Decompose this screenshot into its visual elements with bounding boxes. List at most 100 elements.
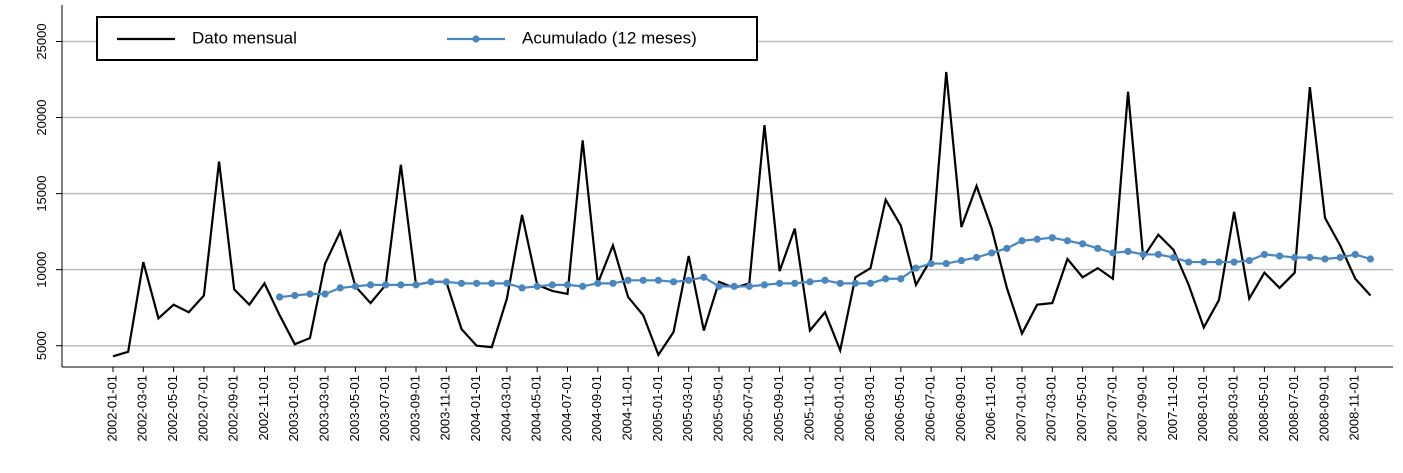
legend-label: Acumulado (12 meses) — [522, 28, 697, 47]
point — [1200, 258, 1208, 266]
x-tick-label: 2004-07-01 — [559, 375, 574, 442]
point — [594, 279, 602, 287]
x-tick-label: 2003-11-01 — [438, 375, 453, 441]
point — [760, 281, 769, 289]
series-line — [112, 71, 1372, 358]
point — [321, 290, 329, 298]
x-tick-label: 2008-11-01 — [1347, 375, 1362, 441]
x-tick-label: 2008-03-01 — [1226, 375, 1241, 442]
point — [927, 259, 935, 268]
point — [1185, 258, 1193, 266]
point — [912, 264, 920, 272]
point — [1169, 253, 1178, 262]
x-tick-label: 2006-07-01 — [923, 375, 938, 442]
legend: Dato mensual Acumulado (12 meses) — [96, 16, 758, 61]
point — [306, 290, 314, 298]
series-line — [279, 236, 1371, 299]
x-tick-label: 2004-11-01 — [620, 375, 635, 441]
x-tick-label: 2002-01-01 — [104, 375, 119, 442]
x-tick-label: 2007-11-01 — [1165, 375, 1180, 441]
point — [563, 281, 572, 289]
x-tick-label: 2004-01-01 — [468, 375, 483, 442]
point — [836, 279, 844, 287]
point — [1109, 249, 1117, 257]
x-tick-label: 2002-09-01 — [226, 375, 241, 442]
legend-box — [96, 16, 758, 61]
point — [518, 284, 526, 292]
point — [882, 275, 890, 283]
point — [1321, 255, 1329, 263]
point — [1033, 235, 1041, 243]
point — [624, 276, 632, 284]
point — [1079, 240, 1087, 248]
point — [1003, 244, 1011, 252]
point — [291, 291, 299, 300]
point — [1063, 237, 1072, 245]
x-tick-label: 2003-03-01 — [317, 375, 332, 442]
point — [457, 279, 466, 287]
point — [957, 256, 966, 265]
point — [972, 253, 981, 262]
point — [851, 279, 859, 287]
x-tick-label: 2002-11-01 — [256, 375, 271, 441]
point — [791, 279, 799, 287]
legend-marker — [472, 35, 480, 43]
point — [473, 279, 481, 287]
point — [776, 279, 784, 287]
x-tick-label: 2006-01-01 — [832, 375, 847, 442]
point — [700, 273, 708, 281]
point — [1306, 253, 1314, 262]
x-tick-label: 2004-05-01 — [529, 375, 544, 442]
x-tick-label: 2006-09-01 — [953, 375, 968, 442]
x-tick-label: 2008-05-01 — [1256, 375, 1271, 442]
x-tick-label: 2007-07-01 — [1104, 375, 1119, 442]
x-tick-label: 2003-09-01 — [407, 375, 422, 442]
y-tick-label: 20000 — [34, 99, 49, 135]
point — [1230, 258, 1238, 266]
point — [336, 284, 344, 292]
x-tick-label: 2002-03-01 — [135, 375, 150, 442]
y-tick-label: 5000 — [34, 331, 49, 360]
point — [669, 278, 678, 286]
point — [1018, 237, 1026, 245]
x-tick-label: 2006-05-01 — [892, 375, 907, 442]
y-tick-label: 15000 — [34, 176, 49, 212]
point — [866, 279, 875, 287]
x-tick-label: 2002-05-01 — [165, 375, 180, 442]
x-tick-label: 2006-11-01 — [983, 375, 998, 441]
point — [533, 282, 541, 290]
point — [488, 279, 496, 287]
x-tick-label: 2007-05-01 — [1074, 375, 1089, 442]
point — [609, 279, 617, 287]
point — [1094, 244, 1102, 252]
x-tick-label: 2005-01-01 — [650, 375, 665, 442]
point — [276, 293, 284, 301]
point — [1291, 253, 1299, 262]
point — [639, 276, 647, 284]
x-tick-label: 2008-01-01 — [1195, 375, 1210, 442]
x-tick-label: 2006-03-01 — [862, 375, 877, 442]
point — [548, 281, 556, 289]
point — [745, 282, 753, 290]
point — [412, 281, 420, 289]
point — [1215, 258, 1223, 266]
point — [988, 249, 996, 257]
point — [806, 278, 814, 286]
x-tick-label: 2002-07-01 — [195, 375, 210, 442]
point — [1336, 253, 1344, 262]
point — [821, 276, 829, 284]
point — [715, 282, 723, 290]
point — [1245, 256, 1253, 265]
point — [1154, 250, 1162, 259]
point — [366, 281, 375, 289]
x-tick-label: 2007-09-01 — [1135, 375, 1150, 442]
point — [1275, 252, 1284, 260]
point — [382, 281, 390, 289]
x-tick-label: 2003-05-01 — [347, 375, 362, 442]
x-tick-label: 2005-09-01 — [771, 375, 786, 442]
x-tick-label: 2003-07-01 — [377, 375, 392, 442]
x-tick-label: 2008-09-01 — [1316, 375, 1331, 442]
point — [942, 259, 950, 268]
point — [442, 278, 450, 286]
x-tick-label: 2007-03-01 — [1044, 375, 1059, 442]
